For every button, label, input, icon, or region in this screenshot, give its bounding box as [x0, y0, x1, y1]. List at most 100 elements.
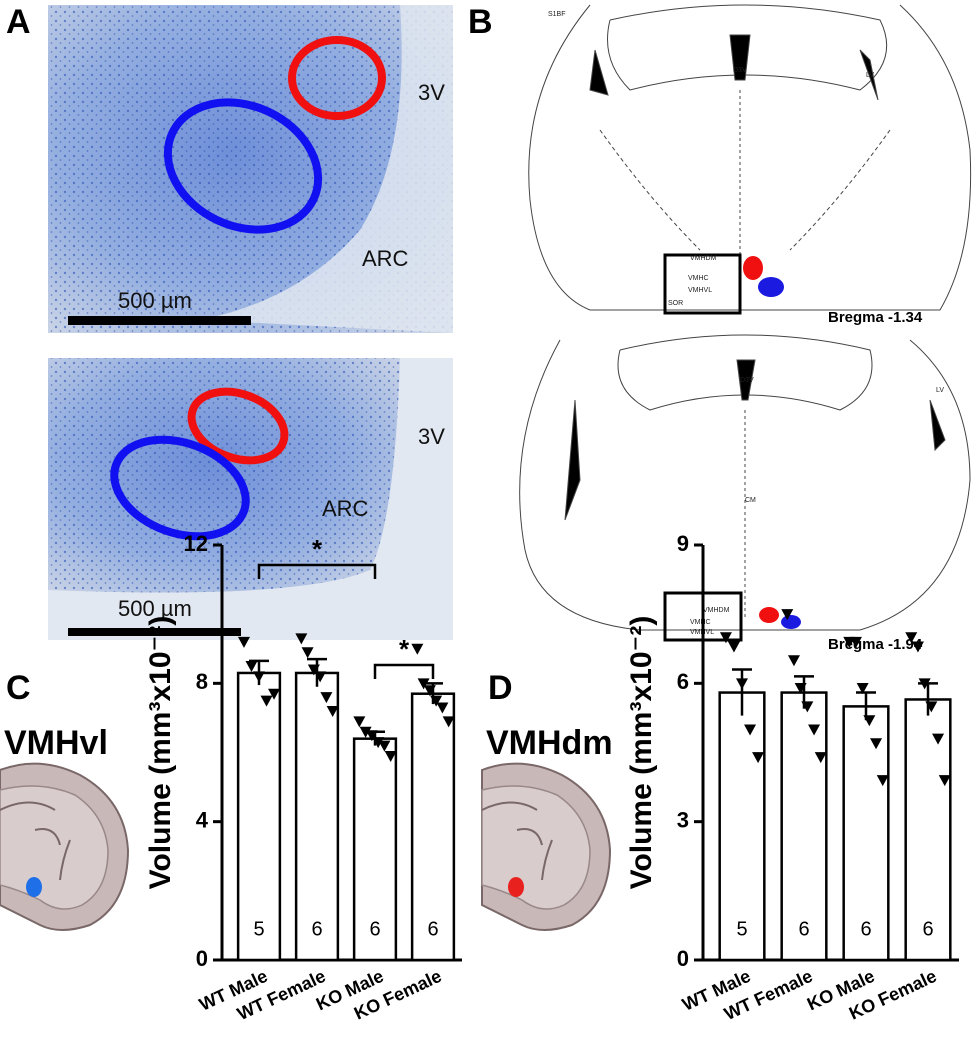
micrograph-bottom	[48, 358, 453, 640]
data-point	[781, 609, 794, 621]
y-tick-label: 3	[677, 807, 689, 832]
data-point	[268, 688, 281, 700]
data-point	[801, 701, 814, 713]
data-point	[932, 733, 945, 745]
brain-cortex	[481, 785, 591, 910]
y-tick-label: 9	[677, 531, 689, 556]
significance-bracket	[257, 563, 377, 579]
y-tick-label: 6	[677, 669, 689, 694]
region-marker	[26, 877, 42, 897]
bar	[352, 737, 398, 962]
scale-bar-label: 500 µm	[118, 288, 192, 313]
data-point	[378, 740, 391, 752]
data-point	[442, 716, 455, 728]
data-point	[417, 678, 430, 690]
y-tick-label: 4	[196, 807, 209, 832]
data-point	[849, 636, 862, 648]
data-point	[794, 682, 807, 694]
data-point	[870, 738, 883, 750]
panel-label: B	[468, 3, 493, 41]
data-point	[353, 716, 366, 728]
data-point	[856, 682, 869, 694]
data-point	[918, 678, 931, 690]
atlas-label: S1BF	[548, 11, 566, 18]
data-point	[744, 724, 757, 736]
y-axis-label: Volume (mm³x10⁻²)	[144, 616, 177, 890]
data-point	[411, 643, 424, 655]
nucleus-label: ARC	[322, 496, 369, 521]
data-point	[423, 685, 436, 697]
atlas-label: D3V	[733, 67, 747, 74]
nucleus-label: ARC	[362, 246, 409, 271]
data-point	[719, 632, 732, 644]
n-label: 6	[369, 918, 380, 940]
data-point	[430, 695, 443, 707]
atlas-label: VMHC	[688, 275, 709, 282]
data-point	[372, 737, 385, 749]
scale-bar-label: 500 µm	[118, 596, 192, 621]
data-point	[808, 724, 821, 736]
panel-label: D	[488, 669, 513, 707]
atlas-label: CM	[745, 497, 756, 504]
bregma-caption: Bregma -1.34	[828, 309, 923, 326]
significance-bracket	[373, 663, 435, 679]
atlas-label: LV	[866, 72, 874, 79]
ventricle-label: 3V	[418, 80, 445, 105]
n-label: 6	[798, 918, 809, 940]
region-marker	[508, 877, 524, 897]
brain-fold	[481, 801, 553, 881]
data-point	[925, 701, 938, 713]
data-point	[260, 695, 273, 707]
data-point	[359, 726, 372, 738]
ventricle-label: 3V	[418, 424, 445, 449]
region-label: VMHdm	[486, 724, 613, 762]
data-point	[314, 671, 327, 683]
region-label: VMHvl	[4, 724, 108, 762]
bar	[904, 698, 952, 962]
data-point	[436, 702, 449, 714]
data-point	[245, 661, 258, 673]
bar	[780, 691, 828, 962]
brain-cortex	[0, 785, 109, 910]
atlas-label: VMHVL	[688, 287, 712, 294]
micrograph-top	[48, 5, 453, 333]
y-tick-label: 0	[677, 946, 689, 971]
error-bar	[918, 682, 938, 716]
atlas-label: LV	[936, 387, 944, 394]
bar	[294, 671, 340, 962]
bar	[236, 671, 282, 962]
data-point	[863, 715, 876, 727]
atlas-bottom	[519, 334, 971, 642]
brain-icon	[481, 762, 612, 931]
atlas-label: SOR	[668, 300, 683, 307]
y-tick-label: 12	[184, 531, 208, 556]
data-point	[307, 664, 320, 676]
bregma-caption: Bregma -1.94	[828, 636, 923, 653]
n-label: 5	[253, 918, 264, 940]
error-bar	[732, 668, 752, 716]
data-point	[752, 752, 765, 764]
data-point	[384, 750, 397, 762]
data-point	[787, 655, 800, 667]
n-label: 6	[427, 918, 438, 940]
y-tick-label: 8	[196, 669, 208, 694]
atlas-top	[528, 4, 972, 315]
n-label: 6	[311, 918, 322, 940]
data-point	[911, 641, 924, 653]
data-point	[237, 636, 250, 648]
y-tick-label: 0	[196, 946, 208, 971]
significance-label: *	[312, 534, 323, 564]
atlas-label: VMHC	[690, 619, 711, 626]
data-point	[938, 775, 951, 787]
panel-label: A	[6, 3, 31, 41]
atlas-label: D3V	[740, 377, 754, 384]
data-point	[876, 775, 889, 787]
n-label: 5	[736, 918, 747, 940]
data-point	[253, 671, 265, 683]
brain-fold	[0, 801, 71, 881]
data-point	[905, 632, 918, 644]
panel-label: C	[6, 669, 31, 707]
significance-label: *	[399, 634, 410, 664]
